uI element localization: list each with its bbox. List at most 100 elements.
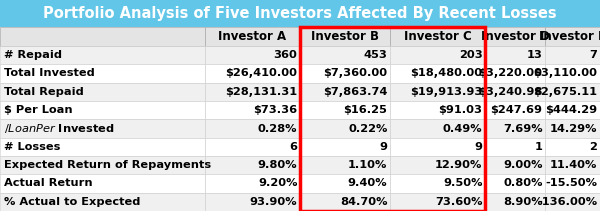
Text: $ Per Loan: $ Per Loan: [4, 105, 73, 115]
Bar: [205, 119, 300, 138]
Bar: [300, 27, 390, 46]
Text: Investor D: Investor D: [481, 30, 550, 43]
Bar: [390, 174, 485, 193]
Text: # Losses: # Losses: [4, 142, 61, 152]
Text: 13: 13: [527, 50, 542, 60]
Bar: [390, 138, 485, 156]
Text: $7,863.74: $7,863.74: [323, 87, 388, 97]
Text: Investor A: Investor A: [218, 30, 287, 43]
Text: $18,480.00: $18,480.00: [410, 69, 482, 78]
Bar: [0, 83, 205, 101]
Text: Investor E: Investor E: [539, 30, 600, 43]
Bar: [0, 64, 205, 83]
Text: Actual Return: Actual Return: [4, 179, 92, 188]
Text: 73.60%: 73.60%: [435, 197, 482, 207]
Bar: [485, 193, 545, 211]
Text: 1: 1: [535, 142, 542, 152]
Text: 93.90%: 93.90%: [250, 197, 298, 207]
Text: % Actual to Expected: % Actual to Expected: [4, 197, 140, 207]
Bar: [545, 101, 600, 119]
Bar: [300, 119, 390, 138]
Text: $3,240.98: $3,240.98: [478, 87, 542, 97]
Bar: [300, 101, 390, 119]
Text: $7,360.00: $7,360.00: [323, 69, 388, 78]
Bar: [485, 101, 545, 119]
Bar: [485, 46, 545, 64]
Text: $91.03: $91.03: [439, 105, 482, 115]
Bar: [485, 64, 545, 83]
Text: $26,410.00: $26,410.00: [226, 69, 298, 78]
Bar: [0, 193, 205, 211]
Text: 9.40%: 9.40%: [348, 179, 388, 188]
Bar: [300, 174, 390, 193]
Text: 9: 9: [475, 142, 482, 152]
Text: $3,110.00: $3,110.00: [533, 69, 598, 78]
Bar: [205, 138, 300, 156]
Bar: [390, 193, 485, 211]
Text: Investor B: Investor B: [311, 30, 379, 43]
Bar: [0, 101, 205, 119]
Bar: [0, 27, 205, 46]
Bar: [485, 83, 545, 101]
Text: 360: 360: [274, 50, 298, 60]
Bar: [0, 156, 205, 174]
Text: Expected Return of Repayments: Expected Return of Repayments: [4, 160, 211, 170]
Bar: [205, 64, 300, 83]
Text: 6: 6: [290, 142, 298, 152]
Bar: [300, 27, 485, 211]
Bar: [485, 138, 545, 156]
Text: # Repaid: # Repaid: [4, 50, 62, 60]
Bar: [300, 83, 390, 101]
Bar: [545, 156, 600, 174]
Text: $247.69: $247.69: [491, 105, 542, 115]
Text: 84.70%: 84.70%: [340, 197, 388, 207]
Text: 2: 2: [590, 142, 598, 152]
Bar: [390, 27, 485, 46]
Bar: [0, 119, 205, 138]
Text: 0.80%: 0.80%: [503, 179, 542, 188]
Bar: [545, 193, 600, 211]
Text: $73.36: $73.36: [253, 105, 298, 115]
Text: Total Invested: Total Invested: [4, 69, 95, 78]
Bar: [485, 156, 545, 174]
Bar: [300, 193, 390, 211]
Bar: [545, 46, 600, 64]
Text: 0.28%: 0.28%: [258, 123, 298, 134]
Text: $16.25: $16.25: [344, 105, 388, 115]
Text: $28,131.31: $28,131.31: [226, 87, 298, 97]
Bar: [205, 174, 300, 193]
Text: 203: 203: [459, 50, 482, 60]
Text: -15.50%: -15.50%: [545, 179, 598, 188]
Bar: [0, 46, 205, 64]
Text: 12.90%: 12.90%: [435, 160, 482, 170]
Text: 9.80%: 9.80%: [258, 160, 298, 170]
Bar: [205, 46, 300, 64]
Bar: [205, 83, 300, 101]
Bar: [0, 138, 205, 156]
Bar: [545, 119, 600, 138]
Bar: [0, 174, 205, 193]
Text: 453: 453: [364, 50, 388, 60]
Bar: [205, 101, 300, 119]
Bar: [545, 138, 600, 156]
Bar: [205, 193, 300, 211]
Bar: [390, 119, 485, 138]
Text: 7: 7: [590, 50, 598, 60]
Bar: [0, 0, 600, 27]
Bar: [390, 46, 485, 64]
Text: 14.29%: 14.29%: [550, 123, 598, 134]
Text: 1.10%: 1.10%: [348, 160, 388, 170]
Text: Investor C: Investor C: [404, 30, 472, 43]
Text: 9.00%: 9.00%: [503, 160, 542, 170]
Bar: [485, 27, 545, 46]
Bar: [205, 156, 300, 174]
Text: $3,220.00: $3,220.00: [479, 69, 542, 78]
Bar: [390, 101, 485, 119]
Bar: [485, 119, 545, 138]
Bar: [300, 156, 390, 174]
Bar: [390, 64, 485, 83]
Text: 0.49%: 0.49%: [443, 123, 482, 134]
Text: $444.29: $444.29: [545, 105, 598, 115]
Text: 9.20%: 9.20%: [258, 179, 298, 188]
Bar: [485, 174, 545, 193]
